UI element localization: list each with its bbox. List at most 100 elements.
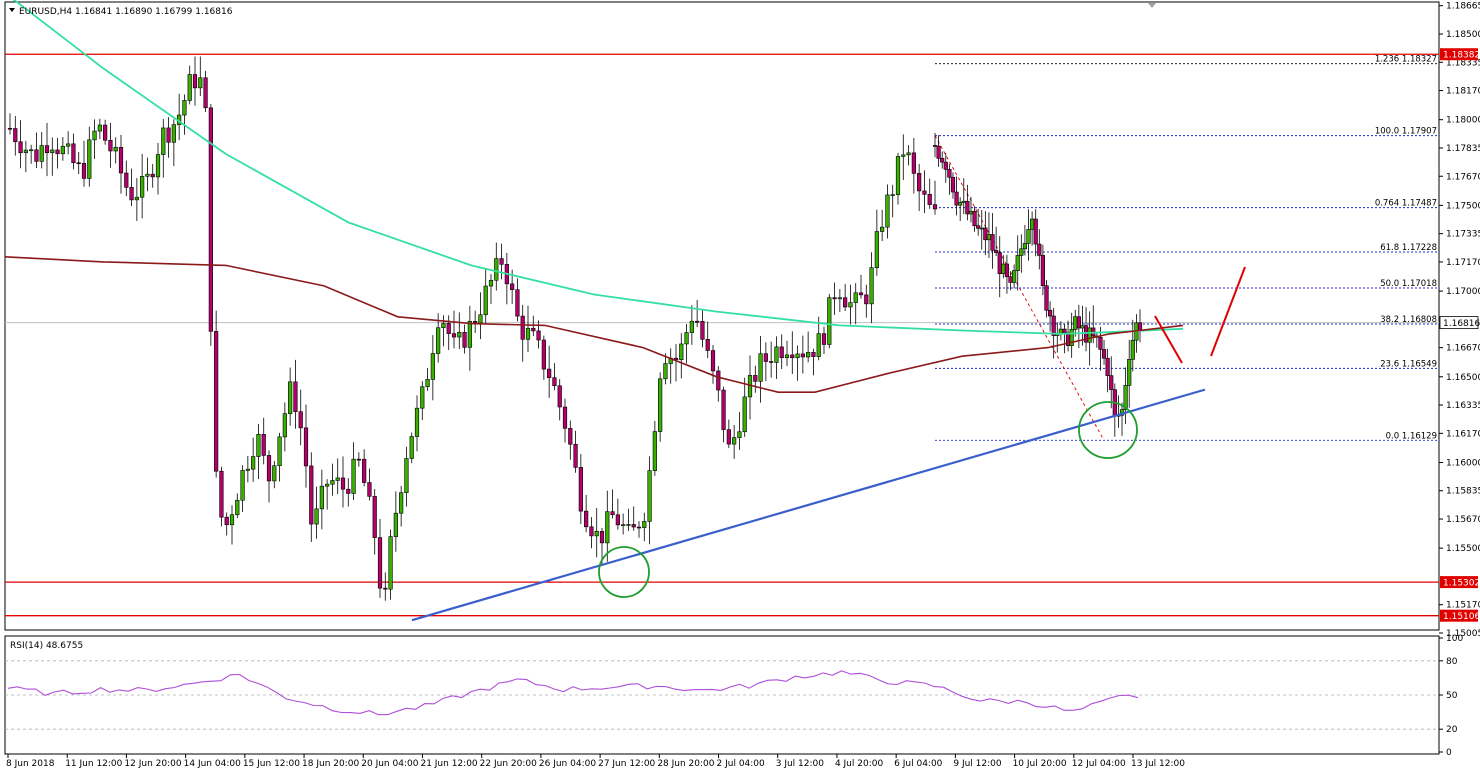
- candle: [895, 152, 901, 205]
- candle: [800, 335, 805, 374]
- candle: [647, 456, 652, 545]
- candle: [203, 70, 208, 113]
- candle: [409, 432, 414, 464]
- candle: [97, 118, 102, 140]
- candle: [716, 366, 721, 402]
- candle: [309, 452, 314, 542]
- rsi-line[interactable]: [7, 670, 1139, 716]
- candle: [214, 310, 219, 478]
- candle: [245, 455, 250, 483]
- fibonacci-retracement: 1.236 1.18327 100.0 1.17907 0.764 1.17487 6…: [934, 55, 1439, 441]
- candle: [763, 342, 768, 382]
- candle: [721, 386, 726, 443]
- candle: [161, 119, 166, 178]
- price-tick-label: 1.17835: [1446, 144, 1480, 154]
- candle: [950, 172, 956, 199]
- candle: [235, 493, 240, 519]
- candle: [990, 213, 995, 269]
- candle: [705, 321, 710, 359]
- candle: [726, 419, 731, 449]
- candle: [362, 449, 367, 487]
- fib-label-4: 50.0 1.17018: [1380, 279, 1437, 289]
- candle: [636, 521, 642, 538]
- price-tick-label: 1.17500: [1446, 201, 1480, 211]
- candle: [266, 450, 272, 503]
- candle: [29, 144, 34, 164]
- triangle-down-icon[interactable]: [9, 8, 15, 12]
- ma-fast-line[interactable]: [5, 0, 1184, 335]
- candle: [906, 145, 911, 166]
- time-tick-label: 6 Jul 04:00: [894, 759, 943, 769]
- candle: [1047, 301, 1053, 332]
- candle: [50, 137, 55, 176]
- candle: [869, 252, 874, 324]
- fib-label-2: 0.764 1.17487: [1375, 199, 1437, 209]
- candle: [700, 309, 705, 348]
- price-tick-label: 1.17000: [1446, 287, 1480, 297]
- horizontal-levels: [5, 53, 1439, 617]
- price-tag-label-1: 1.15302: [1443, 579, 1480, 589]
- time-tick-label: 20 Jun 04:00: [361, 759, 418, 769]
- candle: [1040, 244, 1045, 296]
- trendline[interactable]: [411, 388, 1206, 622]
- candle: [832, 282, 837, 315]
- candle: [642, 512, 647, 542]
- candle: [18, 120, 23, 169]
- candle: [1098, 326, 1103, 371]
- candle: [1130, 319, 1135, 372]
- candle: [965, 184, 970, 221]
- fib-label-1: 100.0 1.17907: [1375, 127, 1437, 137]
- candle: [615, 498, 620, 530]
- candle: [552, 363, 557, 391]
- time-tick-label: 28 Jun 20:00: [657, 759, 714, 769]
- candle: [451, 310, 457, 349]
- scroll-handle-icon[interactable]: [1148, 3, 1156, 8]
- candle: [732, 425, 737, 459]
- candle: [911, 137, 916, 194]
- time-tick-label: 12 Jun 20:00: [124, 759, 181, 769]
- candle: [399, 485, 404, 527]
- candle: [784, 340, 790, 367]
- candle: [626, 508, 631, 531]
- candle: [1127, 339, 1132, 408]
- rsi-axis-label: 50: [1446, 691, 1458, 701]
- time-tick-label: 2 Jul 04:00: [717, 759, 766, 769]
- price-tick-label: 1.16170: [1446, 429, 1480, 439]
- price-tag-label-0: 1.18382: [1443, 51, 1480, 61]
- candle: [118, 134, 124, 194]
- candle: [541, 335, 546, 380]
- price-tick-label: 1.18335: [1446, 58, 1480, 68]
- candle: [880, 209, 885, 242]
- price-tick-label: 1.16000: [1446, 458, 1480, 468]
- candle: [383, 572, 388, 601]
- candle: [425, 367, 430, 391]
- ma-slow-line[interactable]: [4, 256, 1184, 393]
- candle: [917, 163, 922, 212]
- price-tick-label: 1.16670: [1446, 344, 1480, 354]
- candle: [940, 151, 945, 169]
- candle: [578, 453, 583, 524]
- price-tag-label-2: 1.15106: [1443, 612, 1480, 622]
- candle: [192, 56, 198, 106]
- candle: [208, 103, 213, 346]
- candle: [947, 163, 952, 195]
- candle: [864, 284, 869, 318]
- candle: [103, 119, 108, 145]
- candle: [335, 458, 340, 495]
- candle: [60, 137, 65, 161]
- candle: [39, 132, 44, 169]
- time-tick-label: 9 Jul 12:00: [953, 759, 1002, 769]
- pullback-arrow: [1154, 315, 1183, 364]
- price-tick-label: 1.18170: [1446, 87, 1480, 97]
- fib-diagonal: [934, 135, 1105, 441]
- price-tick-label: 1.18665: [1446, 2, 1480, 12]
- candle: [1062, 323, 1067, 354]
- candle: [848, 284, 853, 325]
- candle: [562, 398, 568, 443]
- candle: [87, 126, 92, 187]
- rsi-axis-label: 20: [1446, 725, 1458, 735]
- candle: [631, 506, 636, 531]
- candle: [325, 479, 330, 510]
- candle: [124, 160, 129, 197]
